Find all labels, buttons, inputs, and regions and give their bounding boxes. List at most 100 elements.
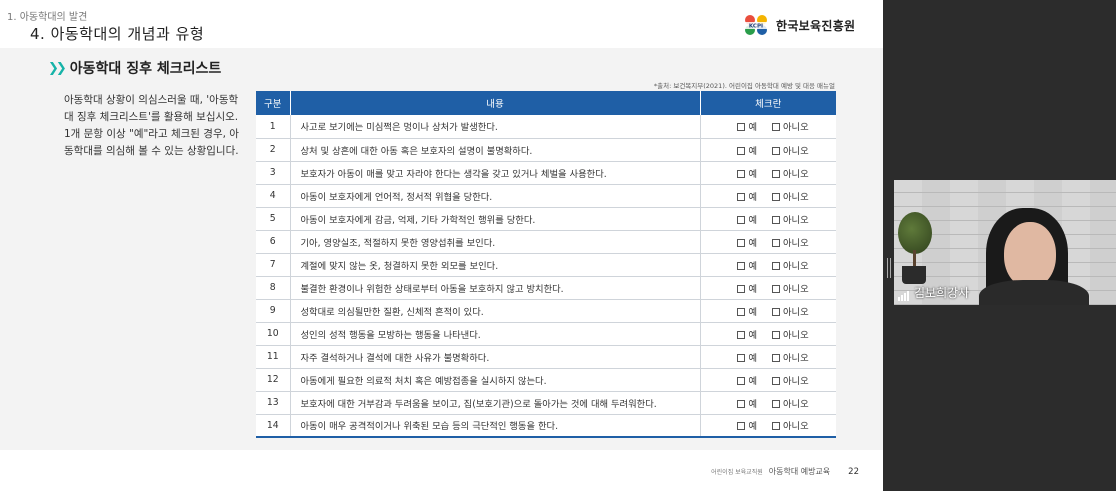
- no-checkbox[interactable]: 아니오: [764, 276, 836, 300]
- table-row: 13 보호자에 대한 거부감과 두려움을 보이고, 집(보호기관)으로 돌아가는 …: [256, 391, 836, 415]
- yes-label: 예: [748, 306, 758, 318]
- yes-label: 예: [748, 375, 758, 387]
- no-checkbox[interactable]: 아니오: [764, 184, 836, 208]
- page-number: 22: [848, 467, 859, 477]
- yes-checkbox[interactable]: 예: [700, 138, 764, 162]
- no-checkbox[interactable]: 아니오: [764, 207, 836, 231]
- no-label: 아니오: [783, 191, 809, 203]
- yes-checkbox[interactable]: 예: [700, 184, 764, 208]
- row-text: 사고로 보기에는 미심쩍은 멍이나 상처가 발생한다.: [290, 115, 701, 139]
- row-number: 5: [256, 207, 291, 231]
- no-checkbox[interactable]: 아니오: [764, 368, 836, 392]
- checkbox-icon: [772, 399, 780, 408]
- no-checkbox[interactable]: 아니오: [764, 230, 836, 254]
- yes-checkbox[interactable]: 예: [700, 391, 764, 415]
- no-checkbox[interactable]: 아니오: [764, 115, 836, 139]
- no-checkbox[interactable]: 아니오: [764, 322, 836, 346]
- checkbox-icon: [737, 284, 746, 293]
- yes-checkbox[interactable]: 예: [700, 322, 764, 346]
- plant-stem: [913, 250, 916, 268]
- checkbox-icon: [737, 169, 746, 178]
- yes-checkbox[interactable]: 예: [700, 299, 764, 323]
- abuse-sign-checklist-table: 구분 내용 체크란 1 사고로 보기에는 미심쩍은 멍이나 상처가 발생한다. 예 아…: [256, 91, 836, 438]
- yes-checkbox[interactable]: 예: [700, 115, 764, 139]
- checkbox-icon: [772, 330, 780, 339]
- section-title: 4. 아동학대의 개념과 유형: [30, 25, 205, 43]
- yes-label: 예: [748, 260, 758, 272]
- checkbox-icon: [772, 284, 780, 293]
- slide-header: [0, 0, 883, 48]
- table-header-row: 구분 내용 체크란: [256, 91, 836, 115]
- yes-label: 예: [748, 421, 758, 433]
- yes-checkbox[interactable]: 예: [700, 230, 764, 254]
- checkbox-icon: [772, 376, 780, 385]
- plant-pot: [902, 266, 926, 284]
- header-num: 구분: [256, 91, 291, 115]
- no-label: 아니오: [783, 214, 809, 226]
- no-checkbox[interactable]: 아니오: [764, 345, 836, 369]
- panel-resize-handle[interactable]: [887, 258, 891, 278]
- participant-body: [979, 280, 1089, 305]
- yes-checkbox[interactable]: 예: [700, 161, 764, 185]
- table-row: 14 아동이 매우 공격적이거나 위축된 모습 등의 극단적인 행동을 한다. 예 아…: [256, 414, 836, 438]
- checkbox-icon: [772, 261, 780, 270]
- no-label: 아니오: [783, 329, 809, 341]
- row-number: 10: [256, 322, 291, 346]
- no-checkbox[interactable]: 아니오: [764, 391, 836, 415]
- checkbox-icon: [737, 376, 746, 385]
- yes-label: 예: [748, 214, 758, 226]
- checkbox-icon: [772, 123, 780, 132]
- row-text: 아동에게 필요한 의료적 처치 혹은 예방접종을 실시하지 않는다.: [290, 368, 701, 392]
- no-checkbox[interactable]: 아니오: [764, 138, 836, 162]
- yes-checkbox[interactable]: 예: [700, 253, 764, 277]
- checkbox-icon: [772, 169, 780, 178]
- slide-footer: [0, 450, 883, 491]
- yes-label: 예: [748, 145, 758, 157]
- checkbox-icon: [737, 123, 746, 132]
- yes-label: 예: [748, 191, 758, 203]
- checkbox-icon: [772, 353, 780, 362]
- checkbox-icon: [737, 192, 746, 201]
- logo-text: 한국보육진흥원: [776, 18, 856, 33]
- no-label: 아니오: [783, 260, 809, 272]
- logo-mark-text: KCPI: [749, 24, 763, 30]
- no-checkbox[interactable]: 아니오: [764, 299, 836, 323]
- table-row: 3 보호자가 아동이 매를 맞고 자라야 한다는 생각을 갖고 있거나 체벌을 사…: [256, 161, 836, 185]
- row-text: 보호자에 대한 거부감과 두려움을 보이고, 집(보호기관)으로 돌아가는 것에…: [290, 391, 701, 415]
- table-row: 11 자주 결석하거나 결석에 대한 사유가 불명확하다. 예 아니오: [256, 345, 836, 369]
- row-text: 성인의 성적 행동을 모방하는 행동을 나타낸다.: [290, 322, 701, 346]
- row-text: 계절에 맞지 않는 옷, 청결하지 못한 외모를 보인다.: [290, 253, 701, 277]
- checkbox-icon: [737, 422, 746, 431]
- yes-checkbox[interactable]: 예: [700, 345, 764, 369]
- row-number: 2: [256, 138, 291, 162]
- row-text: 아동이 매우 공격적이거나 위축된 모습 등의 극단적인 행동을 한다.: [290, 414, 701, 438]
- row-text: 보호자가 아동이 매를 맞고 자라야 한다는 생각을 갖고 있거나 체벌을 사용…: [290, 161, 701, 185]
- no-label: 아니오: [783, 145, 809, 157]
- participant-video-tile[interactable]: 김보희강사: [894, 180, 1116, 305]
- yes-checkbox[interactable]: 예: [700, 368, 764, 392]
- footer-org: 어린이집 보육교직원: [711, 469, 763, 476]
- no-label: 아니오: [783, 283, 809, 295]
- yes-checkbox[interactable]: 예: [700, 414, 764, 438]
- yes-checkbox[interactable]: 예: [700, 276, 764, 300]
- no-checkbox[interactable]: 아니오: [764, 414, 836, 438]
- table-row: 5 아동이 보호자에게 감금, 억제, 기타 가학적인 행위를 당한다. 예 아니오: [256, 207, 836, 231]
- yes-label: 예: [748, 398, 758, 410]
- table-row: 1 사고로 보기에는 미심쩍은 멍이나 상처가 발생한다. 예 아니오: [256, 115, 836, 139]
- no-checkbox[interactable]: 아니오: [764, 161, 836, 185]
- yes-label: 예: [748, 168, 758, 180]
- checkbox-icon: [772, 192, 780, 201]
- presentation-slide: 1. 아동학대의 발견 4. 아동학대의 개념과 유형 KCPI 한국보육진흥원…: [0, 0, 883, 491]
- no-label: 아니오: [783, 375, 809, 387]
- row-number: 7: [256, 253, 291, 277]
- checkbox-icon: [737, 238, 746, 247]
- table-row: 2 상처 및 상흔에 대한 아동 혹은 보호자의 설명이 불명확하다. 예 아니오: [256, 138, 836, 162]
- yes-checkbox[interactable]: 예: [700, 207, 764, 231]
- row-number: 6: [256, 230, 291, 254]
- source-citation: *출처: 보건복지부(2021). 어린이집 아동학대 예방 및 대응 매뉴얼: [653, 82, 835, 90]
- participant-name: 김보희강사: [914, 286, 970, 300]
- no-label: 아니오: [783, 398, 809, 410]
- no-checkbox[interactable]: 아니오: [764, 253, 836, 277]
- row-text: 불결한 환경이나 위험한 상태로부터 아동을 보호하지 않고 방치한다.: [290, 276, 701, 300]
- table-row: 9 성학대로 의심될만한 질환, 신체적 흔적이 있다. 예 아니오: [256, 299, 836, 323]
